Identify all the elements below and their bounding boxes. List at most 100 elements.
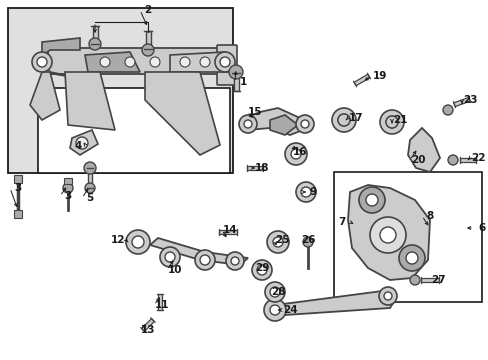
Polygon shape [347,185,429,280]
Text: 5: 5 [86,193,93,203]
Circle shape [383,292,391,300]
Circle shape [301,187,310,197]
Text: 21: 21 [392,115,407,125]
Text: 24: 24 [282,305,297,315]
Text: 18: 18 [254,163,269,173]
Text: 22: 22 [470,153,484,163]
Polygon shape [88,168,92,188]
Polygon shape [264,290,394,316]
Circle shape [220,57,229,67]
Circle shape [385,116,397,128]
Circle shape [303,237,312,247]
Text: 13: 13 [141,325,155,335]
Polygon shape [85,52,140,72]
Circle shape [150,57,160,67]
Circle shape [442,105,452,115]
Circle shape [160,247,180,267]
FancyBboxPatch shape [217,45,237,85]
Polygon shape [42,56,90,80]
Circle shape [379,227,395,243]
Polygon shape [70,130,98,155]
Polygon shape [353,74,369,86]
Polygon shape [158,294,162,310]
Circle shape [295,182,315,202]
Text: 9: 9 [309,187,316,197]
Circle shape [100,57,110,67]
Circle shape [385,116,397,128]
Text: 19: 19 [372,71,386,81]
Circle shape [269,287,280,297]
Polygon shape [30,72,60,120]
Text: 26: 26 [300,235,315,245]
Circle shape [84,162,96,174]
Polygon shape [420,278,438,282]
Text: 10: 10 [167,265,182,275]
Circle shape [132,236,143,248]
Text: 8: 8 [426,211,433,221]
Circle shape [398,245,424,271]
Circle shape [295,115,313,133]
Polygon shape [453,98,469,107]
Text: 12: 12 [110,235,125,245]
Circle shape [225,252,244,270]
Circle shape [142,44,154,56]
Circle shape [337,114,349,126]
Circle shape [264,282,285,302]
Text: 4: 4 [74,141,81,151]
Text: 14: 14 [222,225,237,235]
Text: 1: 1 [239,77,246,87]
Circle shape [378,287,396,305]
Polygon shape [145,72,220,155]
Polygon shape [244,108,307,135]
Text: 2: 2 [144,5,151,15]
Circle shape [228,65,243,79]
Text: 3: 3 [64,191,71,201]
Text: 17: 17 [348,113,363,123]
Polygon shape [145,31,150,49]
Polygon shape [92,26,97,44]
Polygon shape [407,128,439,172]
Text: 23: 23 [462,95,476,105]
Circle shape [76,137,88,149]
Circle shape [239,115,257,133]
Circle shape [447,155,457,165]
Circle shape [200,57,209,67]
Circle shape [358,187,384,213]
Circle shape [164,252,175,262]
Bar [14,210,22,218]
Circle shape [264,299,285,321]
Circle shape [272,237,283,247]
Text: 6: 6 [477,223,485,233]
Circle shape [251,260,271,280]
Polygon shape [246,166,263,170]
Polygon shape [219,230,237,234]
Polygon shape [65,72,115,130]
Bar [8,8,232,173]
Polygon shape [142,319,154,331]
Text: 3: 3 [14,183,21,193]
Bar [14,175,22,183]
Circle shape [290,149,301,159]
Text: 7: 7 [338,217,345,227]
Circle shape [337,114,349,126]
Text: 28: 28 [270,287,285,297]
Bar [64,178,72,184]
Text: 27: 27 [430,275,445,285]
Circle shape [200,255,209,265]
Circle shape [195,250,215,270]
Circle shape [244,120,251,128]
Text: 29: 29 [254,263,268,273]
Circle shape [365,194,377,206]
Circle shape [126,230,150,254]
Circle shape [409,275,419,285]
Circle shape [331,108,355,132]
Circle shape [257,265,266,275]
Text: 11: 11 [154,300,169,310]
Polygon shape [233,73,238,91]
Circle shape [85,183,95,193]
Polygon shape [170,52,231,72]
Circle shape [379,110,403,134]
Polygon shape [150,238,247,265]
Circle shape [89,38,101,50]
Circle shape [32,52,52,72]
